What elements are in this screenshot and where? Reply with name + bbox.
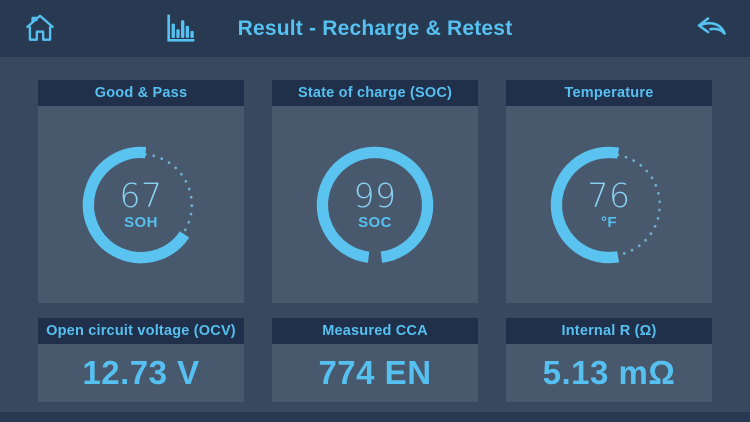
gauge-arc: [316, 146, 434, 263]
gauge-readout: 76 °F: [541, 137, 677, 273]
bottom-bar: [0, 412, 750, 422]
metric-card-cca: Measured CCA 774 EN: [272, 318, 478, 402]
card-title-label: Measured CCA: [322, 323, 428, 339]
cca-value: 774 EN: [318, 354, 432, 391]
temperature-value: 76: [587, 175, 631, 215]
card-title-ocv: Open circuit voltage (OCV): [38, 318, 244, 344]
card-title-good-pass: Good & Pass: [38, 80, 244, 106]
soh-value: 67: [119, 175, 163, 215]
soc-gauge: 99 SOC: [307, 137, 443, 273]
home-button[interactable]: [22, 10, 58, 48]
ocv-body: 12.73 V: [38, 344, 244, 402]
soh-gauge: 67 SOH: [73, 137, 209, 273]
back-arrow-icon: [691, 12, 733, 47]
results-grid: Good & Pass 67 SOH State of charge (SOC): [0, 80, 750, 402]
soc-gauge-body: 99 SOC: [272, 106, 478, 303]
gauge-arc: [82, 146, 190, 263]
page-title: Result - Recharge & Retest: [237, 16, 513, 40]
soh-gauge-body: 67 SOH: [38, 106, 244, 303]
ocv-value: 12.73 V: [82, 354, 200, 391]
metric-card-ocv: Open circuit voltage (OCV) 12.73 V: [38, 318, 244, 402]
temperature-unit: °F: [601, 213, 617, 231]
soh-unit: SOH: [124, 213, 158, 231]
card-title-label: Good & Pass: [94, 85, 188, 101]
card-title-soc: State of charge (SOC): [272, 80, 478, 106]
back-button[interactable]: [690, 12, 734, 46]
card-title-label: Open circuit voltage (OCV): [46, 323, 236, 339]
gauge-readout: 99 SOC: [307, 137, 443, 273]
metric-card-internal-r: Internal R (Ω) 5.13 mΩ: [506, 318, 712, 402]
card-title-label: Internal R (Ω): [561, 323, 657, 339]
gauge-card-temperature: Temperature 76 °F: [506, 80, 712, 303]
bar-chart-icon: [162, 9, 200, 50]
cca-body: 774 EN: [272, 344, 478, 402]
card-title-temperature: Temperature: [506, 80, 712, 106]
internal-r-body: 5.13 mΩ: [506, 344, 712, 402]
card-title-label: State of charge (SOC): [297, 85, 453, 101]
gauge-arc: [550, 146, 620, 263]
temperature-gauge-body: 76 °F: [506, 106, 712, 303]
gauge-card-soc: State of charge (SOC) 99 SOC: [272, 80, 478, 303]
soc-value: 99: [353, 175, 397, 215]
temperature-gauge-ring: [550, 146, 662, 263]
temperature-gauge: 76 °F: [541, 137, 677, 273]
soh-gauge-ring: [82, 146, 194, 263]
card-title-cca: Measured CCA: [272, 318, 478, 344]
card-title-label: Temperature: [564, 85, 654, 101]
bar-chart-button[interactable]: [161, 9, 201, 49]
card-title-internal-r: Internal R (Ω): [506, 318, 712, 344]
home-icon: [23, 10, 57, 49]
top-bar: Result - Recharge & Retest: [0, 0, 750, 57]
internal-r-value: 5.13 mΩ: [542, 354, 676, 391]
soc-unit: SOC: [358, 213, 392, 231]
gauge-dotted-track: [144, 152, 194, 235]
soc-gauge-ring: [316, 146, 434, 263]
gauge-readout: 67 SOH: [73, 137, 209, 273]
gauge-card-soh: Good & Pass 67 SOH: [38, 80, 244, 303]
